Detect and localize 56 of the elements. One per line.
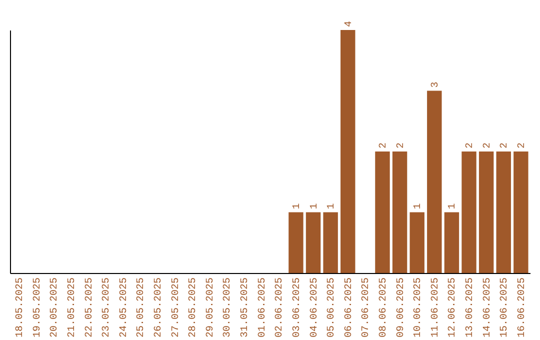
data-label: 2 xyxy=(378,142,390,148)
x-tick-label: 03.06.2025 xyxy=(292,278,303,338)
bar xyxy=(375,152,390,273)
x-tick-label: 23.05.2025 xyxy=(102,278,113,338)
x-tick-label: 29.05.2025 xyxy=(205,278,216,338)
x-tick-label: 25.05.2025 xyxy=(136,278,148,338)
x-tick-label: 14.06.2025 xyxy=(482,278,494,338)
x-tick-label: 30.05.2025 xyxy=(222,278,234,338)
bar xyxy=(288,212,304,273)
x-tick-label: 27.05.2025 xyxy=(170,278,182,338)
x-tick-label: 26.05.2025 xyxy=(154,278,165,338)
x-tick-label: 13.06.2025 xyxy=(465,278,476,338)
bar xyxy=(340,30,356,273)
bar xyxy=(410,212,424,273)
data-label: 3 xyxy=(430,82,442,88)
x-tick-label: 20.05.2025 xyxy=(50,278,61,338)
data-label: 2 xyxy=(500,142,511,148)
x-tick-label: 07.06.2025 xyxy=(361,278,372,338)
x-tick-label: 11.06.2025 xyxy=(430,278,442,338)
x-tick-label: 16.06.2025 xyxy=(516,278,528,338)
x-tick-label: 01.06.2025 xyxy=(257,278,268,338)
x-tick-label: 04.06.2025 xyxy=(309,278,320,338)
bar xyxy=(514,152,528,273)
data-label: 2 xyxy=(465,142,476,148)
x-tick-label: 19.05.2025 xyxy=(32,278,44,338)
data-label: 4 xyxy=(344,20,355,27)
bar xyxy=(496,152,511,273)
x-tick-label: 15.06.2025 xyxy=(500,278,511,338)
data-label: 2 xyxy=(516,142,528,148)
bar xyxy=(323,212,338,273)
x-tick-label: 18.05.2025 xyxy=(15,278,26,338)
x-tick-label: 10.06.2025 xyxy=(413,278,424,338)
x-tick-label: 09.06.2025 xyxy=(396,278,407,338)
bar xyxy=(478,152,494,273)
x-tick-label: 31.05.2025 xyxy=(240,278,252,338)
x-tick-label: 12.06.2025 xyxy=(448,278,459,338)
x-tick-label: 06.06.2025 xyxy=(344,278,355,338)
x-tick-label: 02.06.2025 xyxy=(274,278,286,338)
bar xyxy=(427,90,442,273)
bar xyxy=(444,212,460,273)
data-label: 1 xyxy=(309,203,320,210)
data-label: 1 xyxy=(292,203,303,210)
x-tick-label: 21.05.2025 xyxy=(67,278,78,338)
data-label: 1 xyxy=(448,203,459,210)
bar xyxy=(392,152,408,273)
x-tick-label: 22.05.2025 xyxy=(84,278,96,338)
x-tick-label: 05.06.2025 xyxy=(326,278,338,338)
data-label: 1 xyxy=(326,203,338,210)
x-tick-label: 08.06.2025 xyxy=(378,278,390,338)
bar xyxy=(306,212,321,273)
data-label: 2 xyxy=(396,142,407,148)
bar xyxy=(462,152,476,273)
x-tick-label: 28.05.2025 xyxy=(188,278,200,338)
data-label: 1 xyxy=(413,203,424,210)
data-label: 2 xyxy=(482,142,494,148)
x-tick-label: 24.05.2025 xyxy=(118,278,130,338)
